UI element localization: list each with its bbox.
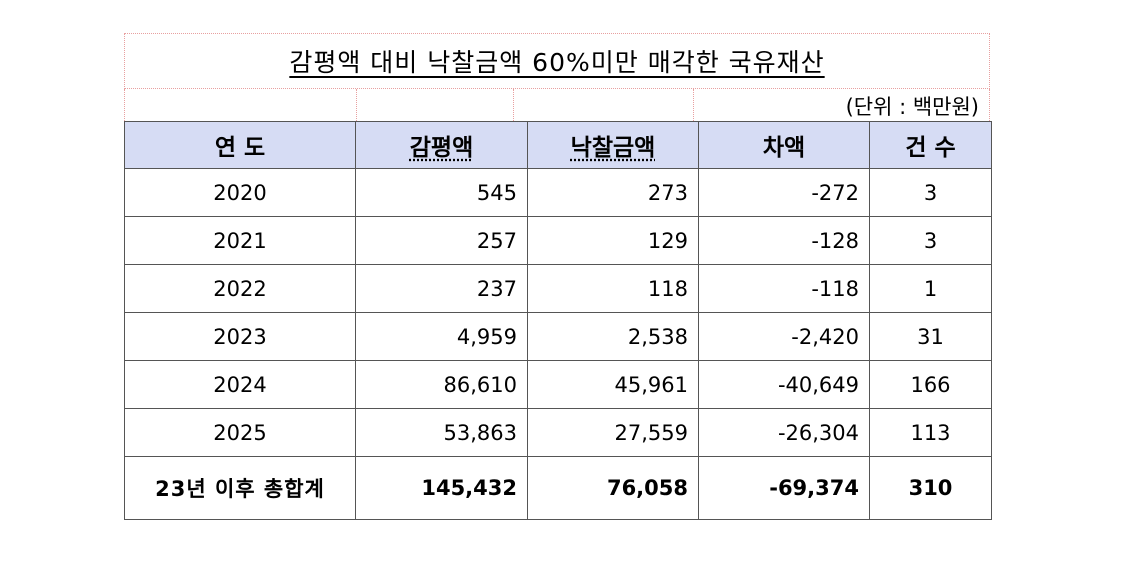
cell-year: 2022 (124, 264, 356, 313)
cell-appraisal: 237 (355, 264, 528, 313)
cell-bid: 45,961 (527, 360, 699, 409)
cell-year: 2021 (124, 216, 356, 265)
table-row: 2024 86,610 45,961 -40,649 166 (124, 360, 992, 409)
cell-bid: 273 (527, 168, 699, 217)
cell-appraisal: 545 (355, 168, 528, 217)
cell-appraisal: 4,959 (355, 312, 528, 361)
cell-count: 113 (869, 408, 992, 457)
cell-bid: 2,538 (527, 312, 699, 361)
total-appraisal: 145,432 (355, 456, 528, 520)
unit-row-divider (693, 89, 694, 121)
cell-year: 2023 (124, 312, 356, 361)
cell-year: 2020 (124, 168, 356, 217)
cell-count: 166 (869, 360, 992, 409)
table-row: 2025 53,863 27,559 -26,304 113 (124, 408, 992, 457)
cell-diff: -272 (698, 168, 870, 217)
header-bid-label: 낙찰금액 (570, 135, 656, 161)
document-title: 감평액 대비 낙찰금액 60%미만 매각한 국유재산 (289, 48, 825, 77)
cell-appraisal: 86,610 (355, 360, 528, 409)
total-row: 23년 이후 총합계 145,432 76,058 -69,374 310 (124, 456, 992, 520)
title-box: 감평액 대비 낙찰금액 60%미만 매각한 국유재산 (124, 33, 990, 89)
cell-bid: 27,559 (527, 408, 699, 457)
cell-bid: 129 (527, 216, 699, 265)
table-row: 2021 257 129 -128 3 (124, 216, 992, 265)
cell-bid: 118 (527, 264, 699, 313)
unit-row-divider (356, 89, 357, 121)
header-count: 건 수 (869, 121, 992, 169)
cell-diff: -128 (698, 216, 870, 265)
cell-year: 2025 (124, 408, 356, 457)
cell-appraisal: 53,863 (355, 408, 528, 457)
header-diff: 차액 (698, 121, 870, 169)
total-bid: 76,058 (527, 456, 699, 520)
table-row: 2020 545 273 -272 3 (124, 168, 992, 217)
cell-appraisal: 257 (355, 216, 528, 265)
header-bid: 낙찰금액 (527, 121, 699, 169)
header-appraisal-label: 감평액 (409, 135, 474, 161)
cell-count: 31 (869, 312, 992, 361)
header-appraisal: 감평액 (355, 121, 528, 169)
unit-row-divider (513, 89, 514, 121)
total-count: 310 (869, 456, 992, 520)
cell-diff: -118 (698, 264, 870, 313)
header-year: 연 도 (124, 121, 356, 169)
table-row: 2023 4,959 2,538 -2,420 31 (124, 312, 992, 361)
cell-diff: -40,649 (698, 360, 870, 409)
total-label: 23년 이후 총합계 (124, 456, 356, 520)
cell-diff: -26,304 (698, 408, 870, 457)
cell-count: 3 (869, 168, 992, 217)
table-row: 2022 237 118 -118 1 (124, 264, 992, 313)
cell-count: 1 (869, 264, 992, 313)
cell-year: 2024 (124, 360, 356, 409)
unit-row: (단위 : 백만원) (124, 89, 990, 121)
data-table: 연 도 감평액 낙찰금액 차액 건 수 2020 545 273 -272 3 … (124, 121, 992, 520)
total-diff: -69,374 (698, 456, 870, 520)
unit-label: (단위 : 백만원) (845, 95, 979, 119)
cell-count: 3 (869, 216, 992, 265)
header-row: 연 도 감평액 낙찰금액 차액 건 수 (124, 121, 992, 169)
cell-diff: -2,420 (698, 312, 870, 361)
